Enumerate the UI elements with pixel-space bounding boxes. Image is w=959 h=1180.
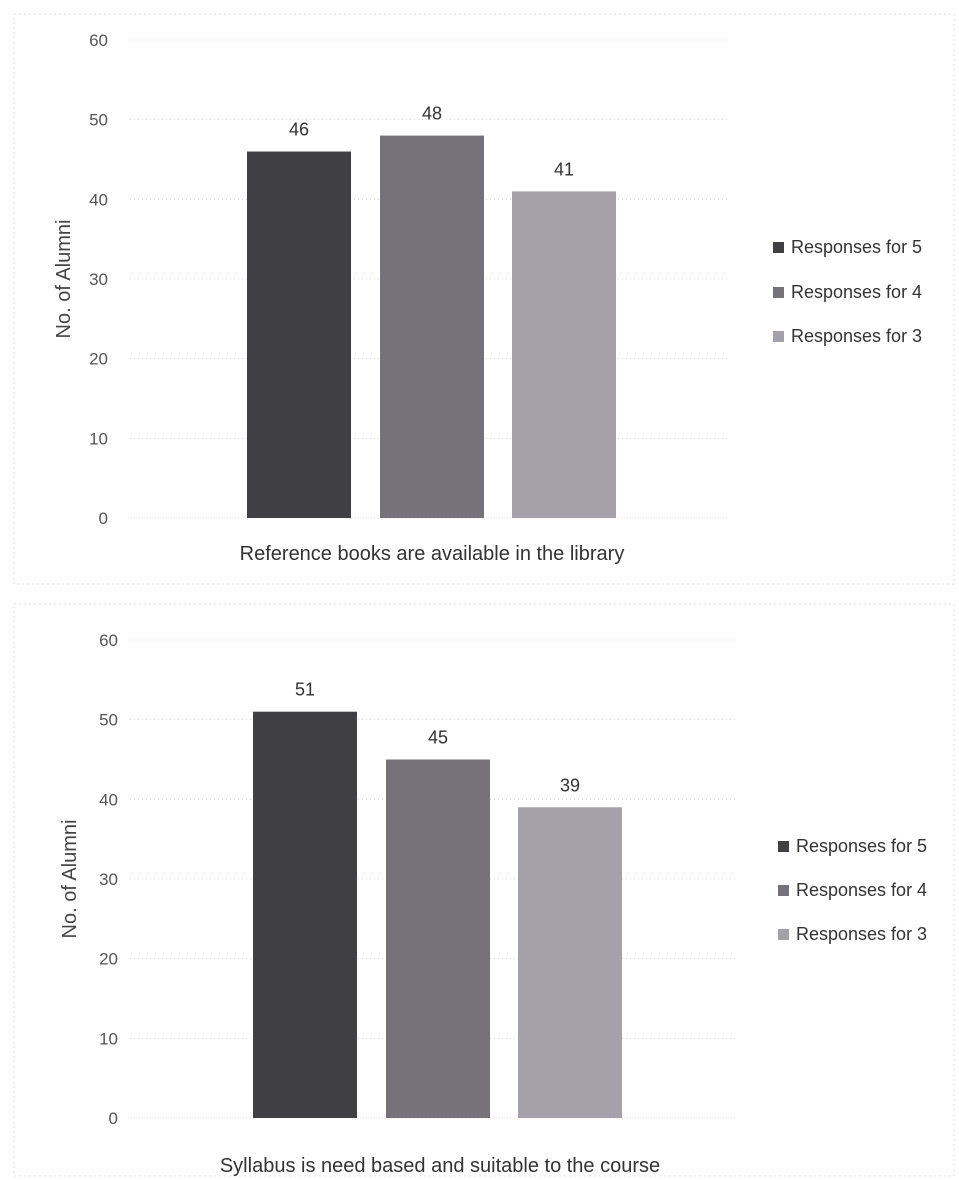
legend-swatch: [773, 331, 784, 342]
bars: [247, 135, 616, 519]
y-ticks: 0 10 20 30 40 50 60: [89, 31, 108, 528]
legend-swatch: [778, 841, 789, 852]
y-tick-label: 0: [99, 509, 108, 528]
legend-swatch: [778, 885, 789, 896]
legend: Responses for 5 Responses for 4 Responses …: [778, 836, 927, 944]
data-labels: 51 45 39: [295, 680, 580, 796]
legend: Responses for 5 Responses for 4 Responses …: [773, 237, 922, 346]
y-axis-label: No. of Alumni: [59, 820, 81, 939]
data-label: 45: [428, 728, 448, 748]
y-tick-label: 40: [89, 190, 108, 209]
data-label: 41: [554, 159, 574, 179]
bar-4: [386, 759, 490, 1118]
grid-lines: [130, 639, 735, 1119]
bar-5: [247, 151, 351, 519]
legend-entry: Responses for 3: [796, 924, 927, 944]
x-axis-label: Syllabus is need based and suitable to t…: [220, 1155, 660, 1177]
y-tick-label: 0: [109, 1109, 118, 1128]
legend-swatch: [773, 242, 784, 253]
legend-entry: Responses for 4: [791, 282, 922, 302]
y-tick-label: 10: [89, 429, 108, 448]
syllabus-chart: 0 10 20 30 40 50 60 51 45 39 No. of Alumni Sylla…: [13, 603, 955, 1177]
legend-swatch: [778, 929, 789, 940]
bar-3: [518, 807, 622, 1118]
y-tick-label: 40: [99, 790, 118, 809]
reference-books-chart: 0 10 20 30 40 50 60 46 48 41 No. of Alumni Refer…: [13, 13, 955, 585]
y-tick-label: 10: [99, 1029, 118, 1048]
y-tick-label: 50: [99, 711, 118, 730]
y-tick-label: 50: [89, 111, 108, 130]
x-axis-label: Reference books are available in the lib…: [240, 543, 625, 565]
bars: [253, 711, 622, 1118]
y-tick-label: 60: [99, 631, 118, 650]
y-tick-label: 30: [89, 270, 108, 289]
y-tick-label: 20: [99, 950, 118, 969]
data-label: 51: [295, 680, 315, 700]
legend-entry: Responses for 3: [791, 326, 922, 346]
bar-4: [380, 135, 484, 518]
y-tick-label: 20: [89, 350, 108, 369]
legend-swatch: [773, 287, 784, 298]
legend-entry: Responses for 5: [791, 237, 922, 257]
legend-entry: Responses for 5: [796, 836, 927, 856]
bar-3: [512, 191, 616, 518]
data-label: 46: [289, 120, 309, 140]
data-label: 39: [560, 775, 580, 795]
y-tick-label: 60: [89, 31, 108, 50]
data-labels: 46 48 41: [289, 104, 574, 180]
y-tick-label: 30: [99, 870, 118, 889]
y-ticks: 0 10 20 30 40 50 60: [99, 631, 118, 1128]
legend-entry: Responses for 4: [796, 880, 927, 900]
data-label: 48: [422, 104, 442, 124]
bar-5: [253, 711, 357, 1118]
y-axis-label: No. of Alumni: [53, 220, 75, 339]
